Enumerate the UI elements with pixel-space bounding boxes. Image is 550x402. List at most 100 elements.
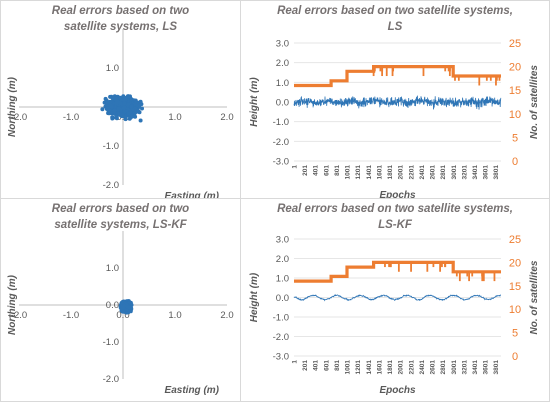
y2-tick-label: 20 — [509, 62, 521, 74]
chart-title: Real errors based on two satellite syste… — [1, 201, 240, 233]
scatter-point — [133, 110, 137, 115]
y-tick-label: -2.0 — [273, 137, 289, 148]
y-tick-label: -3.0 — [273, 352, 289, 363]
satellites-series-line — [294, 64, 501, 88]
x-tick-label: 1201 — [355, 165, 362, 180]
x-axis-label: Easting (m) — [165, 191, 220, 199]
x-tick-label: 801 — [334, 360, 341, 371]
x-tick-label: 3001 — [451, 360, 458, 375]
y-tick-label: 1.0 — [276, 274, 289, 285]
x-tick-label: 2.0 — [220, 112, 233, 123]
x-tick-label: 2401 — [419, 360, 426, 375]
y-axis-label: Northing (m) — [7, 274, 18, 335]
y2-tick-label: 5 — [512, 328, 518, 340]
y-tick-label: 1.0 — [106, 263, 119, 274]
x-tick-label: 1601 — [376, 360, 383, 375]
y-tick-label: 1.0 — [106, 63, 119, 74]
chart-title-line1: Real errors based on two satellite syste… — [277, 203, 513, 215]
height-panel-ls: Real errors based on two satellite syste… — [240, 0, 550, 199]
x-tick-label: 3401 — [472, 360, 479, 375]
x-tick-label: 201 — [302, 360, 309, 371]
x-tick-label: 2401 — [419, 165, 426, 180]
scatter-point — [121, 106, 126, 111]
chart-title-line2: satellite systems, LS — [63, 21, 178, 33]
y-axis-label: Height (m) — [249, 272, 260, 322]
x-tick-label: 2001 — [398, 165, 405, 180]
scatter-point — [100, 107, 105, 112]
chart-title: Real errors based on two satellite syste… — [241, 3, 549, 35]
scatter-point — [116, 106, 121, 111]
x-tick-label: 3001 — [451, 165, 458, 180]
y2-tick-label: 10 — [509, 304, 521, 316]
x-tick-label: 801 — [334, 165, 341, 176]
x-tick-label: 3801 — [493, 165, 500, 180]
x-tick-label: -2.0 — [11, 112, 27, 123]
x-tick-label: 1201 — [355, 360, 362, 375]
x-tick-label: 201 — [302, 165, 309, 176]
y-tick-label: 0.0 — [106, 300, 119, 311]
height-series-line — [293, 95, 502, 110]
y2-tick-label: 15 — [509, 281, 521, 293]
x-tick-label: 2.0 — [220, 310, 233, 321]
y-tick-label: -1.0 — [273, 117, 289, 128]
scatter-point — [122, 303, 127, 308]
x-tick-label: 3601 — [483, 165, 490, 180]
x-tick-label: 3401 — [472, 165, 479, 180]
height-series-line — [293, 293, 501, 302]
scatter-panel-lskf: Real errors based on two satellite syste… — [0, 198, 241, 402]
y-tick-label: 1.0 — [276, 78, 289, 89]
scatter-point — [126, 305, 131, 310]
x-tick-label: 3801 — [493, 360, 500, 375]
scatter-chart-lskf: -2.0 -1.0 0.0 1.0 2.0 1.0 0.0 -1.0 -2.0 Easting (… — [7, 231, 234, 396]
y-tick-label: 2.0 — [276, 254, 289, 265]
y-tick-label: -1.0 — [273, 313, 289, 324]
chart-title: Real errors based on two satellite syste… — [241, 201, 549, 233]
x-tick-label: 1 — [292, 165, 299, 169]
x-tick-label: 2201 — [408, 360, 415, 375]
y2-axis-label: No. of satellites — [529, 260, 540, 334]
y-tick-label: -1.0 — [103, 141, 119, 152]
y2-tick-label: 25 — [509, 234, 521, 246]
y2-tick-label: 5 — [512, 132, 518, 144]
chart-title-line1: Real errors based on two satellite syste… — [277, 5, 513, 17]
y-tick-label: -2.0 — [103, 374, 119, 385]
y-axis-label: Height (m) — [249, 77, 260, 127]
scatter-point — [105, 100, 110, 105]
scatter-point — [110, 95, 115, 100]
scatter-point — [118, 101, 122, 105]
scatter-point — [110, 115, 115, 120]
y-tick-label: 2.0 — [276, 58, 289, 69]
x-tick-label: 0.0 — [116, 310, 129, 321]
y-tick-label: 0.0 — [276, 98, 289, 109]
x-tick-label: -2.0 — [11, 310, 27, 321]
x-tick-label: 1.0 — [168, 310, 181, 321]
y-tick-label: 3.0 — [276, 39, 289, 50]
x-tick-label: 2801 — [440, 360, 447, 375]
scatter-point — [103, 96, 108, 101]
x-axis-label: Epochs — [379, 385, 416, 396]
x-tick-label: 1601 — [376, 165, 383, 180]
x-tick-label: 2601 — [430, 360, 437, 375]
y-tick-label: -2.0 — [273, 332, 289, 343]
x-tick-label: -1.0 — [63, 310, 79, 321]
scatter-point — [129, 104, 134, 109]
y2-tick-label: 25 — [509, 38, 521, 50]
scatter-point — [122, 109, 127, 114]
x-tick-label: 2201 — [408, 165, 415, 180]
x-tick-label: 1801 — [387, 360, 394, 375]
y-tick-label: -2.0 — [103, 180, 119, 191]
x-tick-label: 1 — [292, 360, 299, 364]
y2-tick-label: 0 — [512, 351, 518, 363]
y2-tick-label: 10 — [509, 109, 521, 121]
scatter-point — [122, 101, 127, 106]
scatter-panel-ls: Real errors based on two satellite syste… — [0, 0, 241, 199]
scatter-point — [108, 99, 113, 104]
satellites-series-line — [294, 260, 501, 283]
scatter-point — [114, 115, 119, 120]
y2-axis-label: No. of satellites — [529, 65, 540, 139]
x-tick-label: 3201 — [461, 360, 468, 375]
y2-tick-label: 15 — [509, 85, 521, 97]
scatter-point — [120, 113, 125, 118]
x-tick-label: 2001 — [398, 360, 405, 375]
x-tick-label: 1801 — [387, 165, 394, 180]
